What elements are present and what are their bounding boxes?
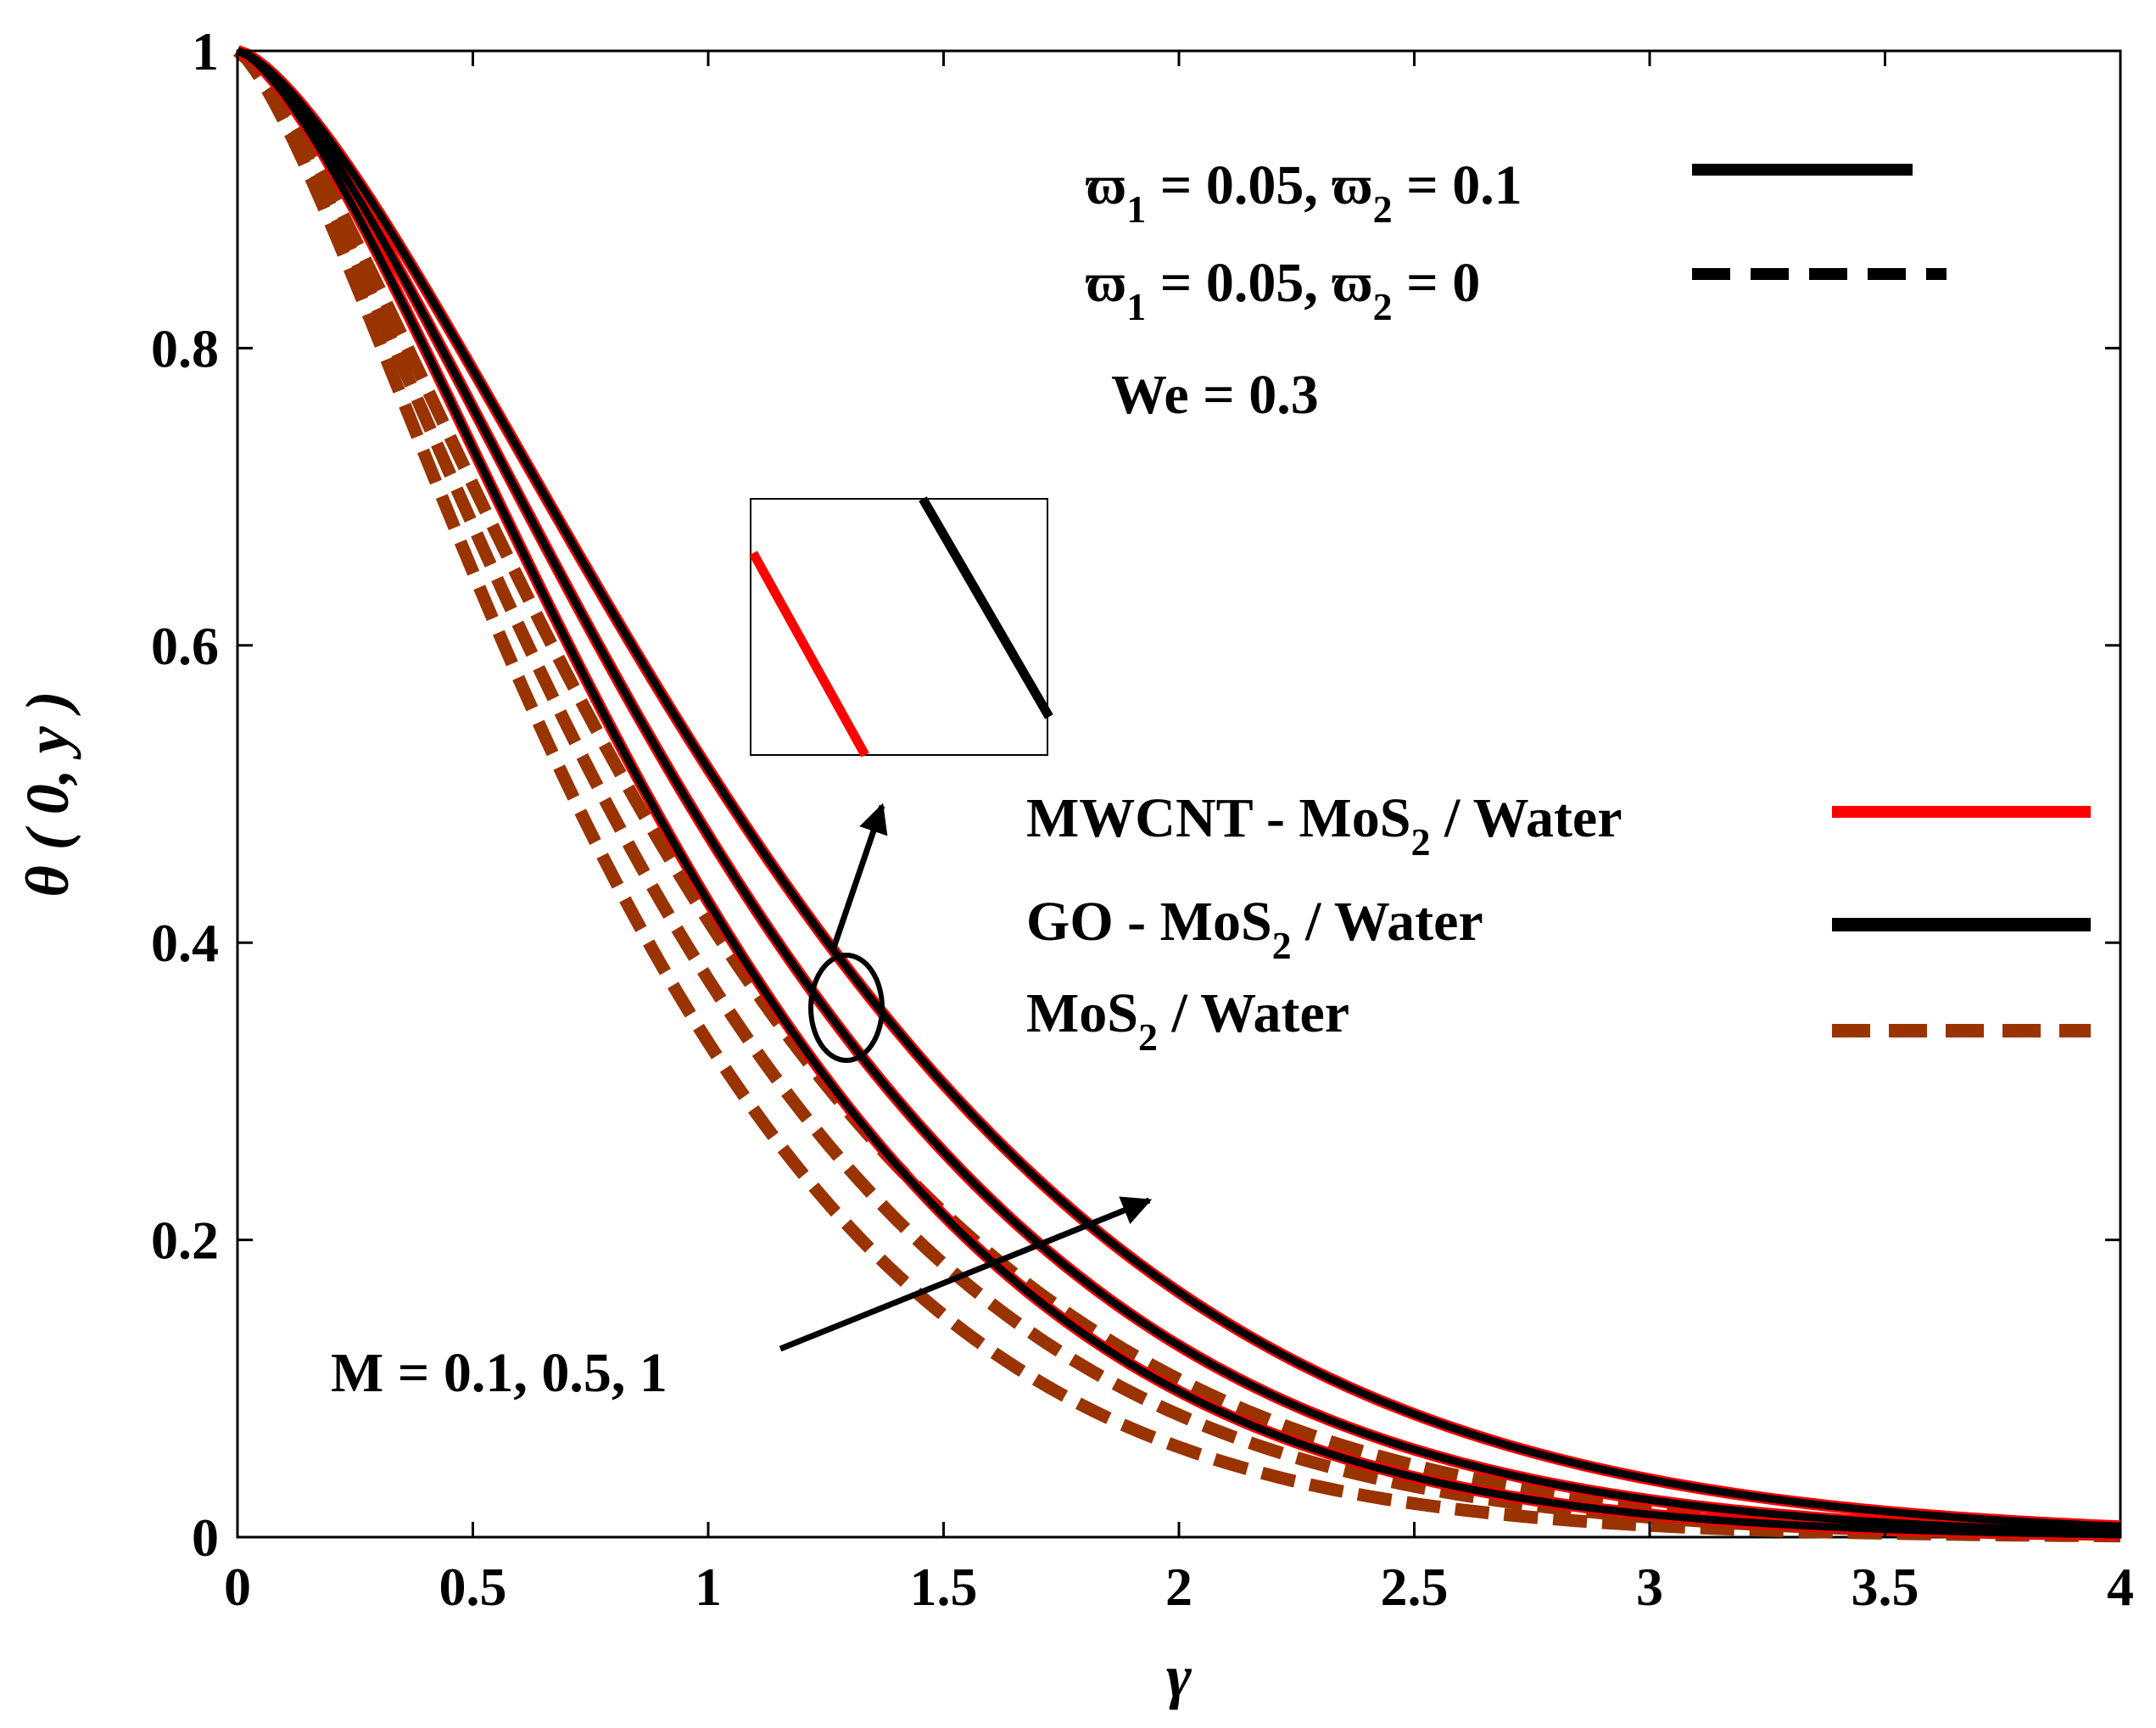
series-line-7 [236, 47, 2121, 1535]
m-arrow [779, 1196, 1153, 1352]
series-layer [233, 45, 2121, 1543]
y-tick-label-0: 0 [192, 1507, 219, 1568]
param-line-1: ϖ1 = 0.05, ϖ2 = 0.1 [1086, 154, 1522, 231]
y-tick-label-2: 0.4 [151, 913, 219, 973]
x-tick-label-5: 2.5 [1381, 1557, 1449, 1617]
series-line-8 [236, 47, 2121, 1530]
x-tick-label-3: 1.5 [910, 1557, 978, 1617]
y-tick-label-4: 0.8 [151, 318, 219, 378]
zoom-inset-black-line [919, 496, 1053, 719]
x-tick-label-0: 0 [224, 1557, 251, 1617]
x-tick-label-8: 4 [2107, 1557, 2134, 1617]
zoom-inset [749, 496, 1053, 758]
legend-label-mwcnt: MWCNT - MoS2 / Water [1026, 787, 1623, 864]
zoom-ellipse [808, 953, 885, 1063]
legend-label-go: GO - MoS2 / Water [1026, 891, 1483, 967]
x-tick-label-7: 3.5 [1852, 1557, 1919, 1617]
y-tick-label-5: 1 [192, 21, 219, 81]
x-tick-label-4: 2 [1165, 1557, 1193, 1617]
m-annotation: M = 0.1, 0.5, 1 [331, 1342, 667, 1404]
fluid-legend: MWCNT - MoS2 / Water GO - MoS2 / Water M… [1026, 787, 2091, 1059]
param-line-3: We = 0.3 [1111, 364, 1319, 426]
zoom-inset-red-line [749, 551, 869, 758]
series-line-6 [236, 47, 2121, 1539]
param-line-2: ϖ1 = 0.05, ϖ2 = 0 [1086, 252, 1480, 328]
series-line-2 [233, 45, 2121, 1539]
tick-layer: 0 0.5 1 1.5 2 2.5 3 3.5 4 0 0.2 0.4 0.6 0.8 1 [151, 21, 2134, 1617]
x-axis-title: γ [1166, 1642, 1192, 1710]
y-tick-label-3: 0.6 [151, 616, 219, 676]
parameter-legend: ϖ1 = 0.05, ϖ2 = 0.1 ϖ1 = 0.05, ϖ2 = 0 We… [1086, 154, 1947, 426]
x-tick-label-2: 1 [695, 1557, 722, 1617]
x-tick-label-1: 0.5 [439, 1557, 507, 1617]
y-axis-title: θ ( 0, y ) [14, 691, 81, 897]
x-tick-label-6: 3 [1636, 1557, 1663, 1617]
zoom-arrow [829, 802, 888, 952]
y-tick-label-1: 0.2 [151, 1211, 219, 1271]
legend-label-mos2: MoS2 / Water [1026, 982, 1349, 1059]
